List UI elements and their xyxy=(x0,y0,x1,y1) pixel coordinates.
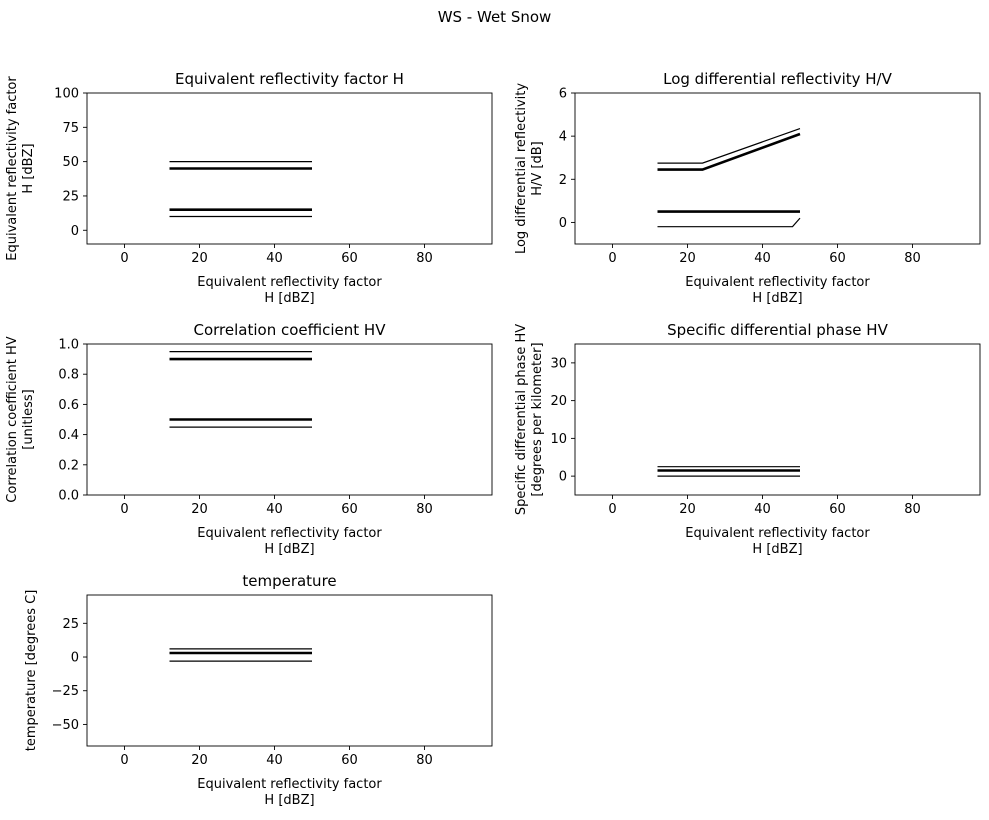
y-axis-label: H/V [dB] xyxy=(530,141,545,196)
axes-frame xyxy=(86,343,493,496)
x-axis-label: H [dBZ] xyxy=(264,291,314,306)
y-tick-label: 20 xyxy=(550,394,567,409)
figure-title: WS - Wet Snow xyxy=(438,8,552,26)
y-tick-label: 0.2 xyxy=(58,458,79,473)
y-tick-label: 0 xyxy=(71,224,79,239)
x-tick-label: 40 xyxy=(754,502,771,517)
x-tick-label: 60 xyxy=(341,753,358,768)
y-tick-label: 100 xyxy=(54,87,79,102)
y-tick-label: −50 xyxy=(52,718,79,733)
x-tick-label: 0 xyxy=(120,753,128,768)
x-axis-label: Equivalent reflectivity factor xyxy=(685,275,870,290)
subplot-title: Specific differential phase HV xyxy=(667,321,888,339)
y-axis-label: temperature [degrees C] xyxy=(24,590,39,752)
x-axis-label: Equivalent reflectivity factor xyxy=(197,777,382,792)
axes-frame xyxy=(86,92,493,245)
x-tick-label: 20 xyxy=(679,251,696,266)
x-tick-label: 40 xyxy=(266,753,283,768)
x-axis-label: H [dBZ] xyxy=(264,793,314,808)
x-tick-label: 60 xyxy=(829,502,846,517)
y-tick-label: 0.4 xyxy=(58,428,79,443)
axes-frame xyxy=(86,594,493,747)
y-tick-label: 50 xyxy=(62,155,79,170)
series-line xyxy=(657,132,801,171)
x-tick-label: 40 xyxy=(266,502,283,517)
x-tick-label: 20 xyxy=(191,251,208,266)
subplot-1: Equivalent reflectivity factor H 0 20 40 60 8… xyxy=(5,70,493,306)
series-line xyxy=(657,128,801,164)
y-tick-label: 0 xyxy=(71,651,79,666)
x-tick-label: 20 xyxy=(191,753,208,768)
y-tick-label: 75 xyxy=(62,121,79,136)
x-axis-label: Equivalent reflectivity factor xyxy=(197,526,382,541)
x-axis-label: H [dBZ] xyxy=(752,291,802,306)
subplot-title: temperature xyxy=(242,572,336,590)
x-tick-label: 0 xyxy=(608,251,616,266)
y-axis-label: Correlation coefficient HV xyxy=(5,336,20,502)
subplot-grid: Equivalent reflectivity factor H0 20 40 60 8… xyxy=(5,70,981,808)
x-tick-label: 20 xyxy=(679,502,696,517)
y-tick-label: 0.6 xyxy=(58,398,79,413)
subplot-3: Correlation coefficient HV 0 20 40 60 80 0.0 0.… xyxy=(5,321,493,557)
y-axis-label: Specific differential phase HV xyxy=(514,324,529,515)
x-tick-label: 80 xyxy=(904,502,921,517)
y-tick-label: 2 xyxy=(559,173,567,188)
x-tick-label: 60 xyxy=(341,251,358,266)
y-tick-label: 0 xyxy=(559,470,567,485)
x-tick-label: 80 xyxy=(904,251,921,266)
subplot-title: Log differential reflectivity H/V xyxy=(663,70,893,88)
x-tick-label: 20 xyxy=(191,502,208,517)
y-tick-label: −25 xyxy=(52,684,79,699)
x-tick-label: 0 xyxy=(120,502,128,517)
subplot-5: temperature 0 20 40 60 80 −50 −25 0 25 Equivalent … xyxy=(24,572,493,808)
y-tick-label: 0 xyxy=(559,216,567,231)
x-axis-label: Equivalent reflectivity factor xyxy=(197,275,382,290)
x-axis-label: H [dBZ] xyxy=(752,542,802,557)
x-tick-label: 0 xyxy=(120,251,128,266)
y-axis-label: [unitless] xyxy=(21,389,36,450)
x-tick-label: 80 xyxy=(416,251,433,266)
x-tick-label: 80 xyxy=(416,502,433,517)
y-tick-label: 1.0 xyxy=(58,338,79,353)
y-tick-label: 10 xyxy=(550,432,567,447)
y-axis-label: [degrees per kilometer] xyxy=(530,342,545,496)
axes-frame xyxy=(574,343,981,496)
x-tick-label: 60 xyxy=(829,251,846,266)
y-tick-label: 25 xyxy=(62,189,79,204)
series-line xyxy=(657,217,801,228)
y-axis-label: Equivalent reflectivity factor xyxy=(5,76,20,261)
x-tick-label: 0 xyxy=(608,502,616,517)
axes-frame xyxy=(574,92,981,245)
x-tick-label: 60 xyxy=(341,502,358,517)
y-axis-label: Log differential reflectivity xyxy=(514,83,529,254)
y-tick-label: 0.0 xyxy=(58,489,79,504)
y-tick-label: 4 xyxy=(559,130,567,145)
x-axis-label: Equivalent reflectivity factor xyxy=(685,526,870,541)
subplot-4: Specific differential phase HV 0 20 40 60 80 0… xyxy=(514,321,981,557)
subplot-title: Equivalent reflectivity factor H xyxy=(175,70,404,88)
x-tick-label: 40 xyxy=(266,251,283,266)
y-tick-label: 0.8 xyxy=(58,368,79,383)
y-axis-label: H [dBZ] xyxy=(21,143,36,193)
subplot-title: Correlation coefficient HV xyxy=(194,321,387,339)
x-tick-label: 40 xyxy=(754,251,771,266)
subplot-2: Log differential reflectivity H/V0 20 40 60… xyxy=(514,70,981,306)
y-tick-label: 25 xyxy=(62,617,79,632)
x-tick-label: 80 xyxy=(416,753,433,768)
x-axis-label: H [dBZ] xyxy=(264,542,314,557)
y-tick-label: 6 xyxy=(559,87,567,102)
y-tick-label: 30 xyxy=(550,356,567,371)
